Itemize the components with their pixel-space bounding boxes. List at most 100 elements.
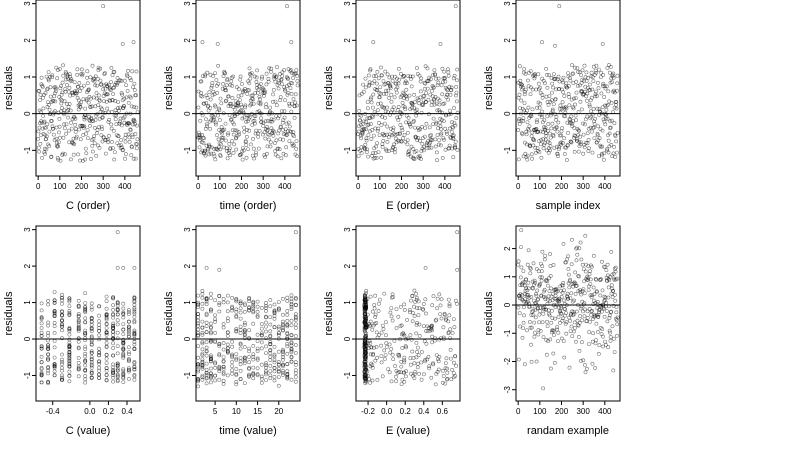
- data-point: [42, 119, 47, 124]
- data-point: [291, 71, 296, 76]
- data-point: [362, 355, 367, 360]
- data-point: [89, 325, 94, 330]
- data-point: [67, 344, 72, 349]
- data-point: [104, 361, 109, 366]
- data-point: [526, 248, 531, 253]
- data-point: [547, 289, 552, 294]
- data-point: [594, 63, 599, 68]
- data-point: [452, 106, 457, 110]
- data-point: [379, 123, 384, 127]
- x-tick-label: 0: [516, 182, 521, 191]
- data-point: [104, 344, 109, 349]
- data-point: [89, 119, 94, 124]
- data-point: [588, 282, 593, 287]
- data-point: [199, 90, 203, 95]
- data-point: [524, 293, 529, 297]
- data-point: [43, 151, 48, 156]
- data-point: [592, 292, 597, 297]
- data-point: [242, 328, 247, 333]
- data-point: [440, 380, 445, 385]
- data-point: [205, 70, 210, 75]
- data-point: [578, 306, 583, 311]
- data-point: [423, 126, 428, 131]
- data-point: [121, 311, 126, 316]
- data-point: [552, 72, 556, 77]
- data-point: [274, 103, 279, 108]
- data-point: [526, 280, 531, 285]
- data-point: [283, 127, 288, 132]
- data-point: [284, 133, 289, 138]
- data-point: [81, 97, 86, 102]
- data-point: [218, 154, 223, 159]
- data-point: [104, 314, 109, 319]
- data-point: [219, 125, 224, 129]
- data-point: [373, 358, 378, 363]
- data-point: [276, 375, 281, 380]
- data-point: [208, 307, 213, 312]
- data-point: [268, 358, 273, 362]
- data-point: [109, 126, 114, 131]
- data-point: [127, 121, 132, 126]
- data-point: [587, 330, 592, 335]
- data-point: [408, 333, 413, 337]
- data-point: [394, 326, 399, 330]
- data-point: [67, 364, 72, 369]
- data-point: [550, 291, 555, 296]
- data-point: [440, 368, 445, 373]
- data-point: [115, 141, 120, 146]
- data-point: [272, 141, 277, 146]
- data-point: [419, 360, 424, 365]
- data-point: [615, 333, 619, 338]
- data-point: [370, 81, 375, 86]
- data-point: [225, 373, 230, 378]
- data-point: [208, 338, 213, 343]
- data-point: [267, 109, 272, 114]
- data-point: [59, 101, 64, 106]
- data-point: [372, 146, 377, 151]
- data-point: [268, 369, 273, 374]
- data-point: [611, 75, 616, 80]
- data-point: [611, 289, 616, 294]
- data-point: [76, 328, 81, 333]
- data-point: [405, 138, 410, 143]
- data-point: [200, 325, 205, 330]
- data-point: [567, 272, 571, 277]
- data-point: [121, 301, 126, 306]
- data-point: [60, 301, 64, 306]
- data-point: [541, 335, 546, 340]
- data-point: [89, 375, 94, 380]
- data-point: [402, 302, 407, 307]
- data-point: [83, 308, 88, 312]
- data-point: [221, 359, 226, 364]
- data-point: [291, 143, 296, 148]
- y-tick-label: -1: [23, 146, 32, 154]
- y-tick-label: 1: [343, 300, 352, 305]
- data-point: [128, 76, 132, 81]
- data-point: [83, 316, 88, 321]
- data-point: [67, 329, 72, 334]
- data-point: [57, 67, 62, 71]
- data-point: [115, 230, 120, 235]
- data-point: [259, 374, 264, 379]
- data-point: [60, 365, 64, 370]
- data-point: [548, 144, 553, 149]
- data-point: [259, 332, 264, 337]
- data-point: [39, 370, 44, 375]
- data-point: [549, 126, 554, 131]
- data-point: [221, 300, 226, 305]
- data-point: [393, 364, 398, 368]
- data-point: [50, 75, 54, 80]
- data-point: [247, 66, 252, 71]
- data-point: [238, 152, 243, 157]
- data-point: [556, 120, 561, 125]
- data-point: [52, 364, 57, 369]
- data-point: [285, 362, 290, 367]
- data-point: [73, 116, 78, 121]
- data-point: [281, 323, 285, 328]
- data-point: [255, 315, 260, 319]
- data-point: [97, 359, 102, 364]
- data-point: [254, 75, 259, 80]
- data-point: [281, 355, 285, 360]
- data-point: [419, 377, 424, 382]
- data-point: [590, 361, 595, 366]
